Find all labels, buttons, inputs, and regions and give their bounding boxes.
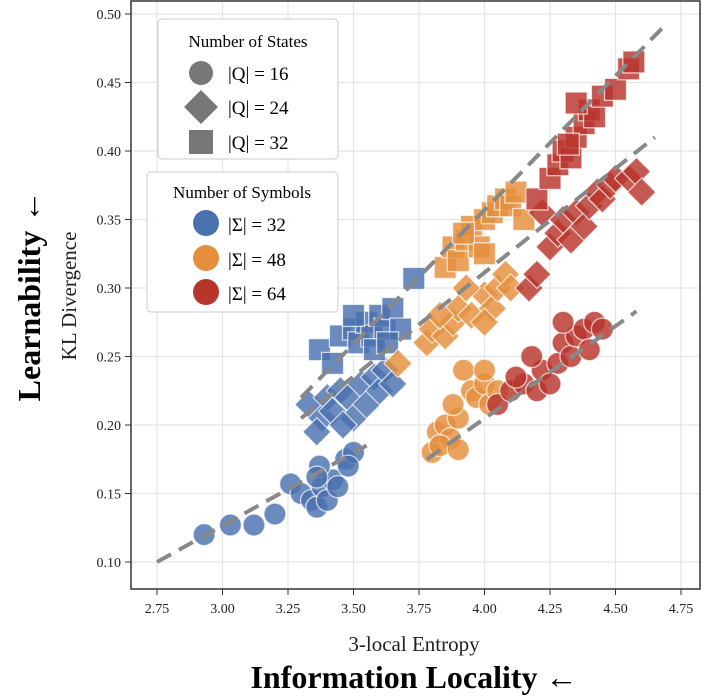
data-point-square — [402, 266, 426, 291]
legend-red-marker — [193, 279, 219, 305]
data-point-diamond — [568, 211, 600, 242]
y-tick-label: 0.25 — [97, 351, 122, 366]
legend-label: |Σ| = 64 — [228, 284, 286, 305]
trend-line — [299, 26, 665, 399]
legend-symbols-title: Number of Symbols — [173, 183, 311, 202]
data-point-square — [472, 242, 497, 266]
data-point-diamond — [469, 307, 500, 338]
data-points — [192, 50, 657, 547]
legend-label: |Σ| = 48 — [228, 250, 286, 271]
data-point-square — [381, 296, 405, 321]
data-point-circle — [305, 465, 329, 489]
data-point-square — [504, 180, 528, 204]
legend-label: |Q| = 16 — [228, 64, 289, 85]
data-point-circle — [441, 392, 465, 417]
legend-diamond-marker — [184, 90, 218, 124]
tick-labels: 2.75 3.00 3.25 3.50 3.75 4.00 4.25 4.50 4.75 0.10… — [97, 8, 694, 617]
legend-states-box — [157, 18, 339, 160]
x-tick-label: 3.00 — [210, 602, 235, 617]
data-point-diamond — [382, 348, 414, 379]
x-tick-label: 3.50 — [341, 602, 366, 617]
y-tick-label: 0.30 — [97, 282, 122, 297]
data-point-circle — [263, 502, 287, 526]
data-point-diamond — [377, 368, 408, 399]
legend-label: |Q| = 24 — [228, 98, 289, 119]
legend-symbols-box — [146, 171, 339, 313]
data-point-square — [446, 248, 470, 273]
legend-circle-marker — [189, 61, 213, 85]
x-tick-label: 2.75 — [145, 602, 170, 617]
y-tick-label: 0.50 — [97, 8, 122, 23]
x-tick-label: 3.75 — [407, 602, 432, 617]
data-point-circle — [551, 310, 575, 334]
y-tick-label: 0.35 — [97, 214, 122, 229]
legend-label: |Σ| = 32 — [228, 215, 286, 236]
legend-orange-marker — [193, 245, 219, 271]
legend-states-title: Number of States — [189, 32, 308, 51]
data-point-diamond — [621, 156, 652, 187]
data-point-diamond — [301, 416, 332, 447]
legend-states: Number of States |Q| = 16 |Q| = 24 |Q| =… — [157, 18, 339, 160]
data-point-circle — [242, 513, 266, 537]
data-point-square — [556, 132, 580, 156]
x-axis-label: 3-local Entropy — [348, 632, 480, 656]
data-point-diamond — [424, 300, 456, 331]
x-tick-label: 4.50 — [603, 602, 628, 617]
data-point-circle — [538, 372, 562, 396]
y-tick-label: 0.10 — [97, 556, 122, 571]
legend-label: |Q| = 32 — [228, 133, 289, 154]
data-point-diamond — [626, 177, 657, 208]
outer-x-label: Information Locality ← — [250, 659, 577, 695]
data-point-square — [622, 50, 646, 74]
trend-lines — [156, 26, 665, 564]
data-point-square — [375, 331, 400, 355]
data-point-circle — [451, 358, 476, 382]
x-tick-label: 3.25 — [276, 602, 301, 617]
trend-line — [425, 309, 638, 461]
legend-symbols: Number of Symbols |Σ| = 32 |Σ| = 48 |Σ| … — [146, 171, 339, 313]
data-point-square — [341, 303, 366, 328]
data-point-diamond — [327, 409, 359, 441]
y-tick-label: 0.20 — [97, 419, 122, 434]
trend-line — [299, 135, 657, 420]
y-tick-label: 0.15 — [97, 488, 122, 503]
x-tick-label: 4.25 — [538, 602, 563, 617]
x-tick-label: 4.00 — [472, 602, 497, 617]
data-point-circle — [326, 474, 350, 499]
data-point-square — [525, 187, 549, 211]
data-point-circle — [504, 365, 528, 389]
legend-blue-marker — [193, 210, 219, 236]
y-tick-label: 0.45 — [97, 77, 122, 92]
y-tick-label: 0.40 — [97, 145, 122, 160]
x-tick-label: 4.75 — [669, 602, 694, 617]
outer-y-label: Learnability ← — [11, 191, 47, 402]
plot-frame — [130, 0, 701, 590]
data-point-circle — [472, 358, 497, 382]
data-point-circle — [577, 337, 601, 362]
trend-line — [156, 443, 368, 564]
legend-square-marker — [189, 130, 213, 154]
data-point-diamond — [521, 259, 552, 290]
data-point-circle — [520, 344, 544, 369]
data-point-diamond — [495, 272, 526, 304]
y-axis-label: KL Divergence — [57, 232, 81, 361]
